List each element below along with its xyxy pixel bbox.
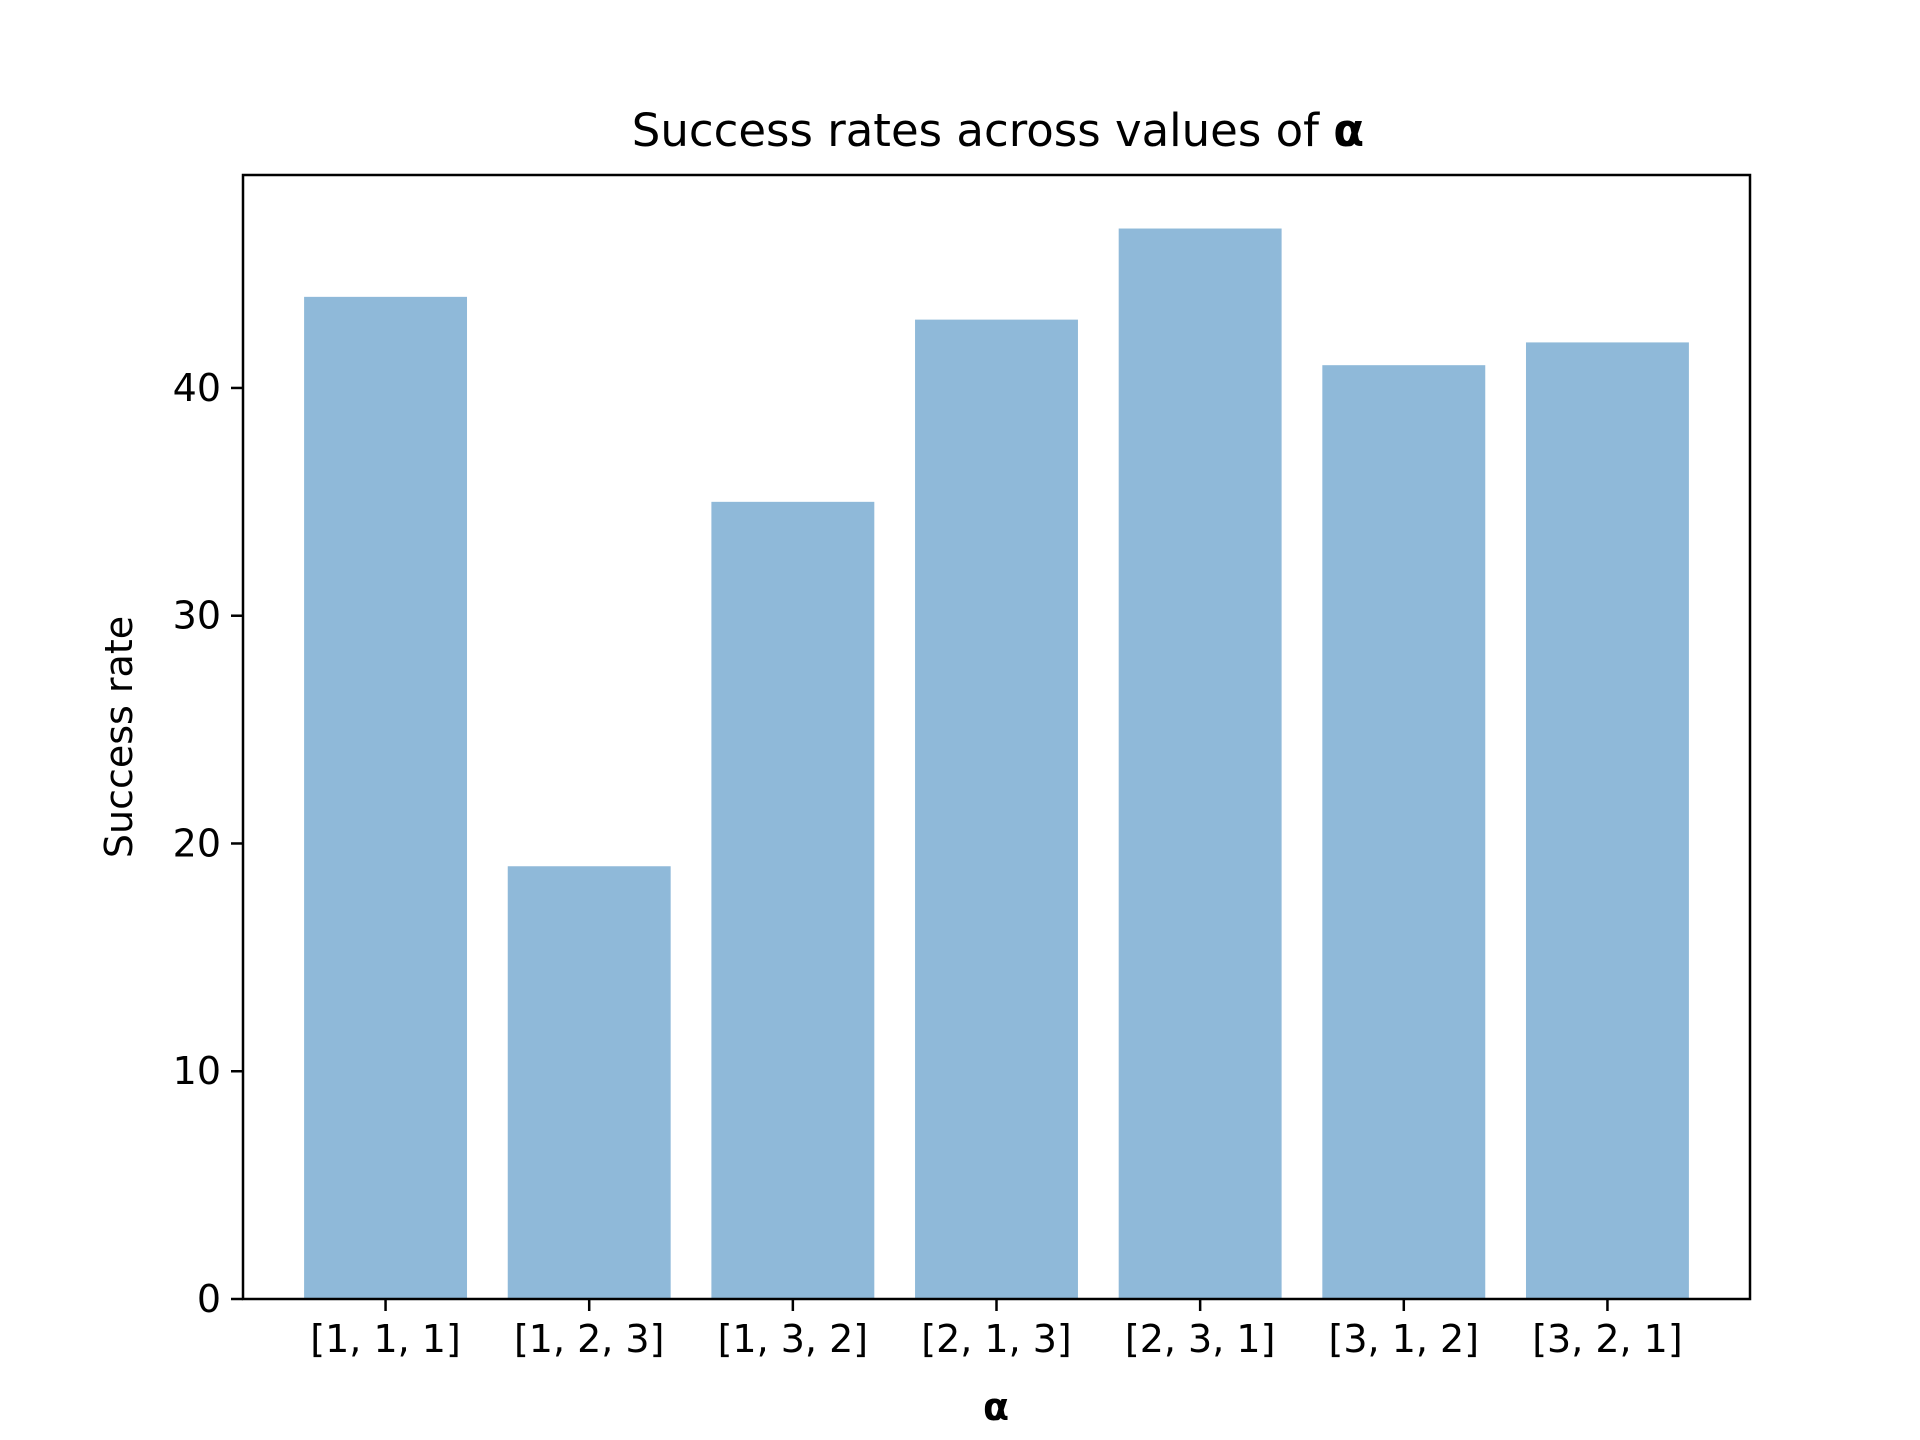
bar-3 xyxy=(711,501,875,1299)
y-tick-label: 20 xyxy=(173,821,221,865)
x-ticks-group: [1, 1, 1] [1, 2, 3] [1, 3, 2] [2, 1, 3] [2, … xyxy=(310,1299,1683,1361)
x-tick-label: [3, 2, 1] xyxy=(1532,1317,1683,1361)
x-tick-label: [2, 3, 1] xyxy=(1125,1317,1276,1361)
bar-1 xyxy=(304,296,468,1300)
chart-title-text: Success rates across values of xyxy=(632,104,1334,157)
y-tick-label: 0 xyxy=(197,1277,221,1321)
bars-group xyxy=(304,228,1689,1300)
x-axis-label: α xyxy=(983,1385,1009,1429)
bar-5 xyxy=(1118,228,1282,1299)
y-axis-label: Success rate xyxy=(97,616,141,858)
bar-2 xyxy=(507,866,671,1299)
chart-title: Success rates across values of α xyxy=(632,104,1364,157)
y-tick-label: 10 xyxy=(173,1049,221,1093)
y-ticks-group: 0 10 20 30 40 xyxy=(173,366,243,1321)
bar-6 xyxy=(1322,365,1486,1299)
x-tick-label: [3, 1, 2] xyxy=(1329,1317,1480,1361)
y-tick-label: 30 xyxy=(173,594,221,638)
x-tick-label: [1, 1, 1] xyxy=(310,1317,461,1361)
chart-title-symbol: α xyxy=(1333,104,1364,157)
bar-4 xyxy=(915,319,1078,1299)
bar-7 xyxy=(1525,342,1689,1299)
x-tick-label: [1, 3, 2] xyxy=(718,1317,869,1361)
y-tick-label: 40 xyxy=(173,366,221,410)
x-tick-label: [2, 1, 3] xyxy=(921,1317,1072,1361)
plot-area-frame xyxy=(241,173,1752,1301)
x-tick-label: [1, 2, 3] xyxy=(514,1317,665,1361)
